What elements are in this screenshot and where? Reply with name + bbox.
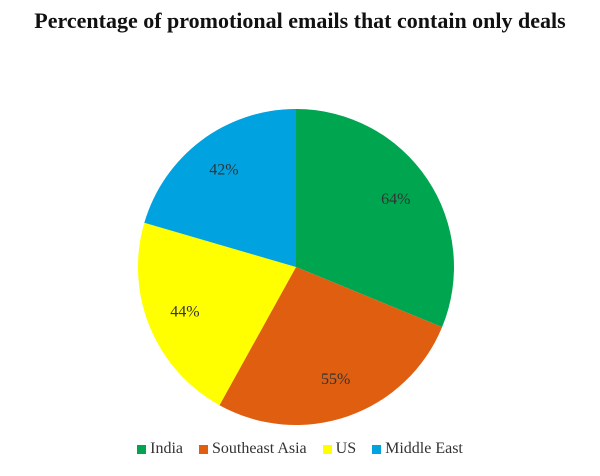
chart: 64% 55% 44% 42%	[138, 108, 454, 425]
pie-slice	[219, 267, 443, 425]
chart-title: Percentage of promotional emails that co…	[34, 8, 566, 33]
legend-entry: Southeast Asia	[198, 440, 307, 458]
legend-swatch	[372, 444, 382, 454]
legend-entry: India	[137, 440, 183, 458]
legend-label: Southeast Asia	[211, 440, 307, 457]
legend-entry: US	[322, 440, 357, 458]
pie-slice	[144, 108, 296, 267]
data-label: 44%	[170, 303, 199, 320]
data-label: 55%	[321, 371, 350, 388]
legend-swatch	[322, 444, 332, 454]
legend-swatch	[198, 444, 208, 454]
legend: India Southeast Asia US Middle East	[0, 440, 600, 458]
pie-slice	[296, 109, 454, 328]
legend-label: Middle East	[385, 440, 463, 457]
legend-label: US	[335, 440, 357, 457]
data-label: 64%	[381, 191, 410, 208]
legend-entry: Middle East	[372, 440, 463, 458]
data-label: 42%	[209, 162, 238, 179]
legend-label: India	[150, 440, 183, 457]
pie-slice	[138, 222, 296, 406]
legend-swatch	[137, 444, 147, 454]
